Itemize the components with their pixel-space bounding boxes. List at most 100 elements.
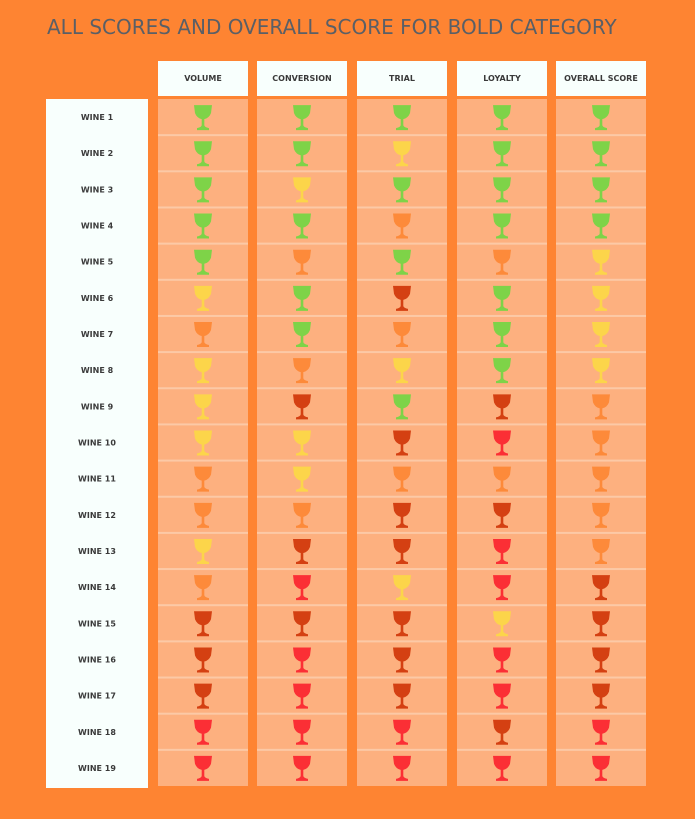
row-separator (457, 676, 547, 679)
wine-glass (393, 394, 411, 420)
row-separator (158, 278, 248, 281)
row-label: WINE 15 (78, 619, 116, 628)
row-separator (158, 314, 248, 317)
row-label: WINE 3 (81, 185, 113, 194)
wine-glass (393, 466, 411, 492)
wine-glass (194, 358, 212, 384)
wine-glass (592, 575, 610, 601)
wine-glass (493, 719, 511, 745)
row-separator (556, 170, 646, 173)
wine-glass (293, 105, 311, 131)
wine-glass (493, 755, 511, 781)
row-label: WINE 13 (78, 547, 116, 556)
row-separator (556, 242, 646, 245)
row-separator (257, 134, 347, 137)
wine-glass (592, 285, 610, 311)
row-separator (357, 676, 447, 679)
row-separator (158, 604, 248, 607)
row-separator (257, 242, 347, 245)
row-separator (357, 568, 447, 571)
wine-glass (194, 755, 212, 781)
wine-glass (393, 538, 411, 564)
wine-glass (393, 719, 411, 745)
row-separator (457, 640, 547, 643)
row-label: WINE 9 (81, 402, 114, 411)
wine-glass (493, 647, 511, 673)
column-header (357, 61, 447, 96)
wine-glass (194, 502, 212, 528)
wine-glass (493, 394, 511, 420)
wine-glass (592, 466, 610, 492)
row-separator (357, 604, 447, 607)
row-label: WINE 19 (78, 764, 116, 773)
column-header-text: LOYALTY (483, 74, 521, 83)
row-separator (158, 640, 248, 643)
wine-glass (393, 249, 411, 275)
row-separator (257, 676, 347, 679)
row-label: WINE 8 (81, 366, 114, 375)
row-separator (556, 640, 646, 643)
row-label: WINE 7 (81, 330, 113, 339)
wine-glass (592, 105, 610, 131)
wine-glass (592, 502, 610, 528)
wine-glass (194, 647, 212, 673)
row-separator (158, 676, 248, 679)
wine-glass (393, 647, 411, 673)
wine-glass (194, 538, 212, 564)
row-separator (457, 278, 547, 281)
row-separator (556, 206, 646, 209)
wine-glass (493, 322, 511, 348)
wine-glass (493, 575, 511, 601)
wine-glass (194, 285, 212, 311)
wine-glass (592, 719, 610, 745)
wine-glass (293, 358, 311, 384)
row-separator (158, 459, 248, 462)
row-separator (257, 387, 347, 390)
wine-glass (393, 611, 411, 637)
row-label: WINE 11 (78, 475, 116, 484)
row-separator (257, 206, 347, 209)
row-separator (457, 568, 547, 571)
wine-glass (293, 213, 311, 239)
wine-glass (493, 611, 511, 637)
row-separator (158, 531, 248, 534)
row-separator (257, 170, 347, 173)
row-separator (457, 748, 547, 751)
wine-glass (393, 683, 411, 709)
wine-glass (194, 466, 212, 492)
wine-glass (293, 285, 311, 311)
row-separator (158, 242, 248, 245)
row-separator (257, 640, 347, 643)
row-separator (357, 459, 447, 462)
row-separator (257, 314, 347, 317)
column-header-text: OVERALL SCORE (564, 74, 638, 83)
wine-glass (493, 683, 511, 709)
column-header (257, 61, 347, 96)
wine-glass (592, 394, 610, 420)
row-separator (357, 206, 447, 209)
wine-glass (393, 177, 411, 203)
row-separator (556, 134, 646, 137)
row-separator (556, 531, 646, 534)
row-separator (556, 278, 646, 281)
row-separator (158, 568, 248, 571)
row-separator (158, 712, 248, 715)
column-header-text: CONVERSION (272, 74, 331, 83)
row-separator (357, 423, 447, 426)
column-header-text: VOLUME (184, 74, 222, 83)
wine-glass (293, 177, 311, 203)
wine-glass (293, 575, 311, 601)
row-label: WINE 6 (81, 294, 114, 303)
row-separator (556, 387, 646, 390)
wine-glass (493, 249, 511, 275)
wine-glass (592, 213, 610, 239)
row-label: WINE 5 (81, 258, 114, 267)
wine-glass (592, 755, 610, 781)
wine-glass (194, 719, 212, 745)
row-separator (457, 351, 547, 354)
row-separator (357, 712, 447, 715)
row-separator (158, 495, 248, 498)
row-separator (158, 387, 248, 390)
wine-glass (493, 141, 511, 167)
wine-glass (293, 611, 311, 637)
